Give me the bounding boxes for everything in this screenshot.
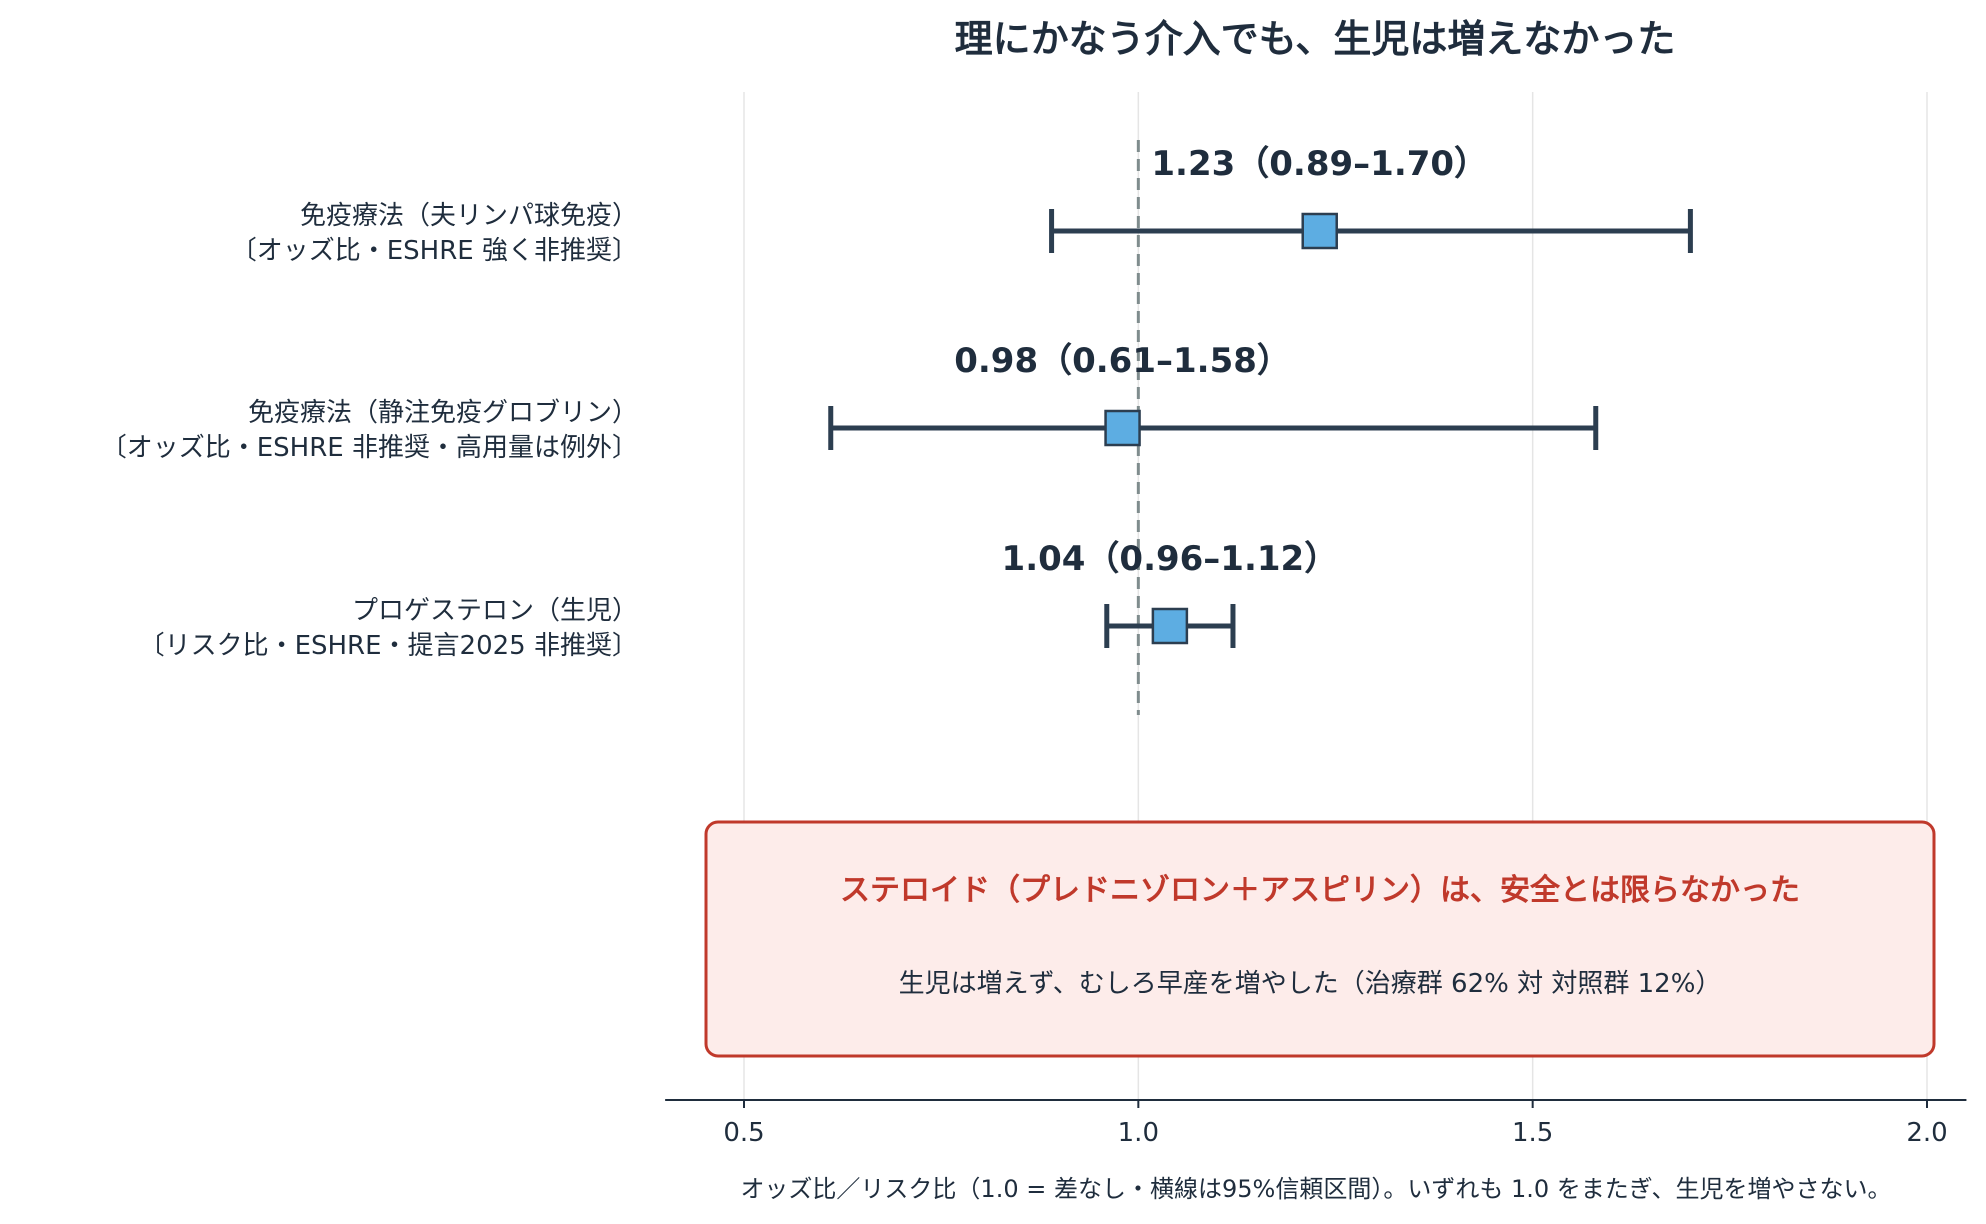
callout: ステロイド（プレドニゾロン＋アスピリン）は、安全とは限らなかった 生児は増えず、…	[704, 820, 1936, 1058]
estimate-marker-0	[1301, 212, 1338, 250]
row-label-line2-0: 〔オッズ比・ESHRE 強く非推奨〕	[231, 236, 638, 266]
callout-body: 生児は増えず、むしろ早産を増やした（治療群 62% 対 対照群 12%）	[899, 969, 1722, 999]
x-tick-label-2: 1.5	[1512, 1118, 1553, 1148]
row-label-line2-2: 〔リスク比・ESHRE・提言2025 非推奨〕	[139, 631, 638, 661]
x-axis-label: オッズ比／リスク比（1.0 = 差なし・横線は95%信頼区間）。いずれも 1.0…	[740, 1175, 1891, 1203]
estimate-marker-2	[1151, 607, 1189, 645]
x-tick-label-3: 2.0	[1906, 1118, 1947, 1148]
callout-box	[704, 820, 1936, 1058]
x-tick-label-0: 0.5	[723, 1118, 764, 1148]
forest-row-2: プロゲステロン（生児） 〔リスク比・ESHRE・提言2025 非推奨〕 1.04（0…	[139, 539, 1339, 661]
estimate-marker-1	[1104, 409, 1141, 447]
row-label-line2-1: 〔オッズ比・ESHRE 非推奨・高用量は例外〕	[101, 433, 638, 463]
chart-title: 理にかなう介入でも、生児は増えなかった	[955, 17, 1676, 61]
value-label-0: 1.23（0.89–1.70）	[1151, 144, 1488, 184]
value-label-2: 1.04（0.96–1.12）	[1002, 539, 1339, 579]
forest-rows: 免疫療法（夫リンパ球免疫） 〔オッズ比・ESHRE 強く非推奨〕 1.23（0.89…	[101, 140, 1693, 715]
forest-row-1: 免疫療法（静注免疫グロブリン） 〔オッズ比・ESHRE 非推奨・高用量は例外〕 0.…	[101, 341, 1599, 463]
callout-title: ステロイド（プレドニゾロン＋アスピリン）は、安全とは限らなかった	[840, 873, 1800, 908]
forest-row-0: 免疫療法（夫リンパ球免疫） 〔オッズ比・ESHRE 強く非推奨〕 1.23（0.89…	[231, 144, 1693, 266]
x-axis: 0.5 1.0 1.5 2.0	[665, 1099, 1967, 1148]
row-label-line1-1: 免疫療法（静注免疫グロブリン）	[248, 398, 638, 428]
row-label-line1-2: プロゲステロン（生児）	[352, 596, 638, 626]
value-label-1: 0.98（0.61–1.58）	[954, 341, 1291, 381]
x-tick-label-1: 1.0	[1118, 1118, 1159, 1148]
row-label-line1-0: 免疫療法（夫リンパ球免疫）	[300, 201, 638, 231]
